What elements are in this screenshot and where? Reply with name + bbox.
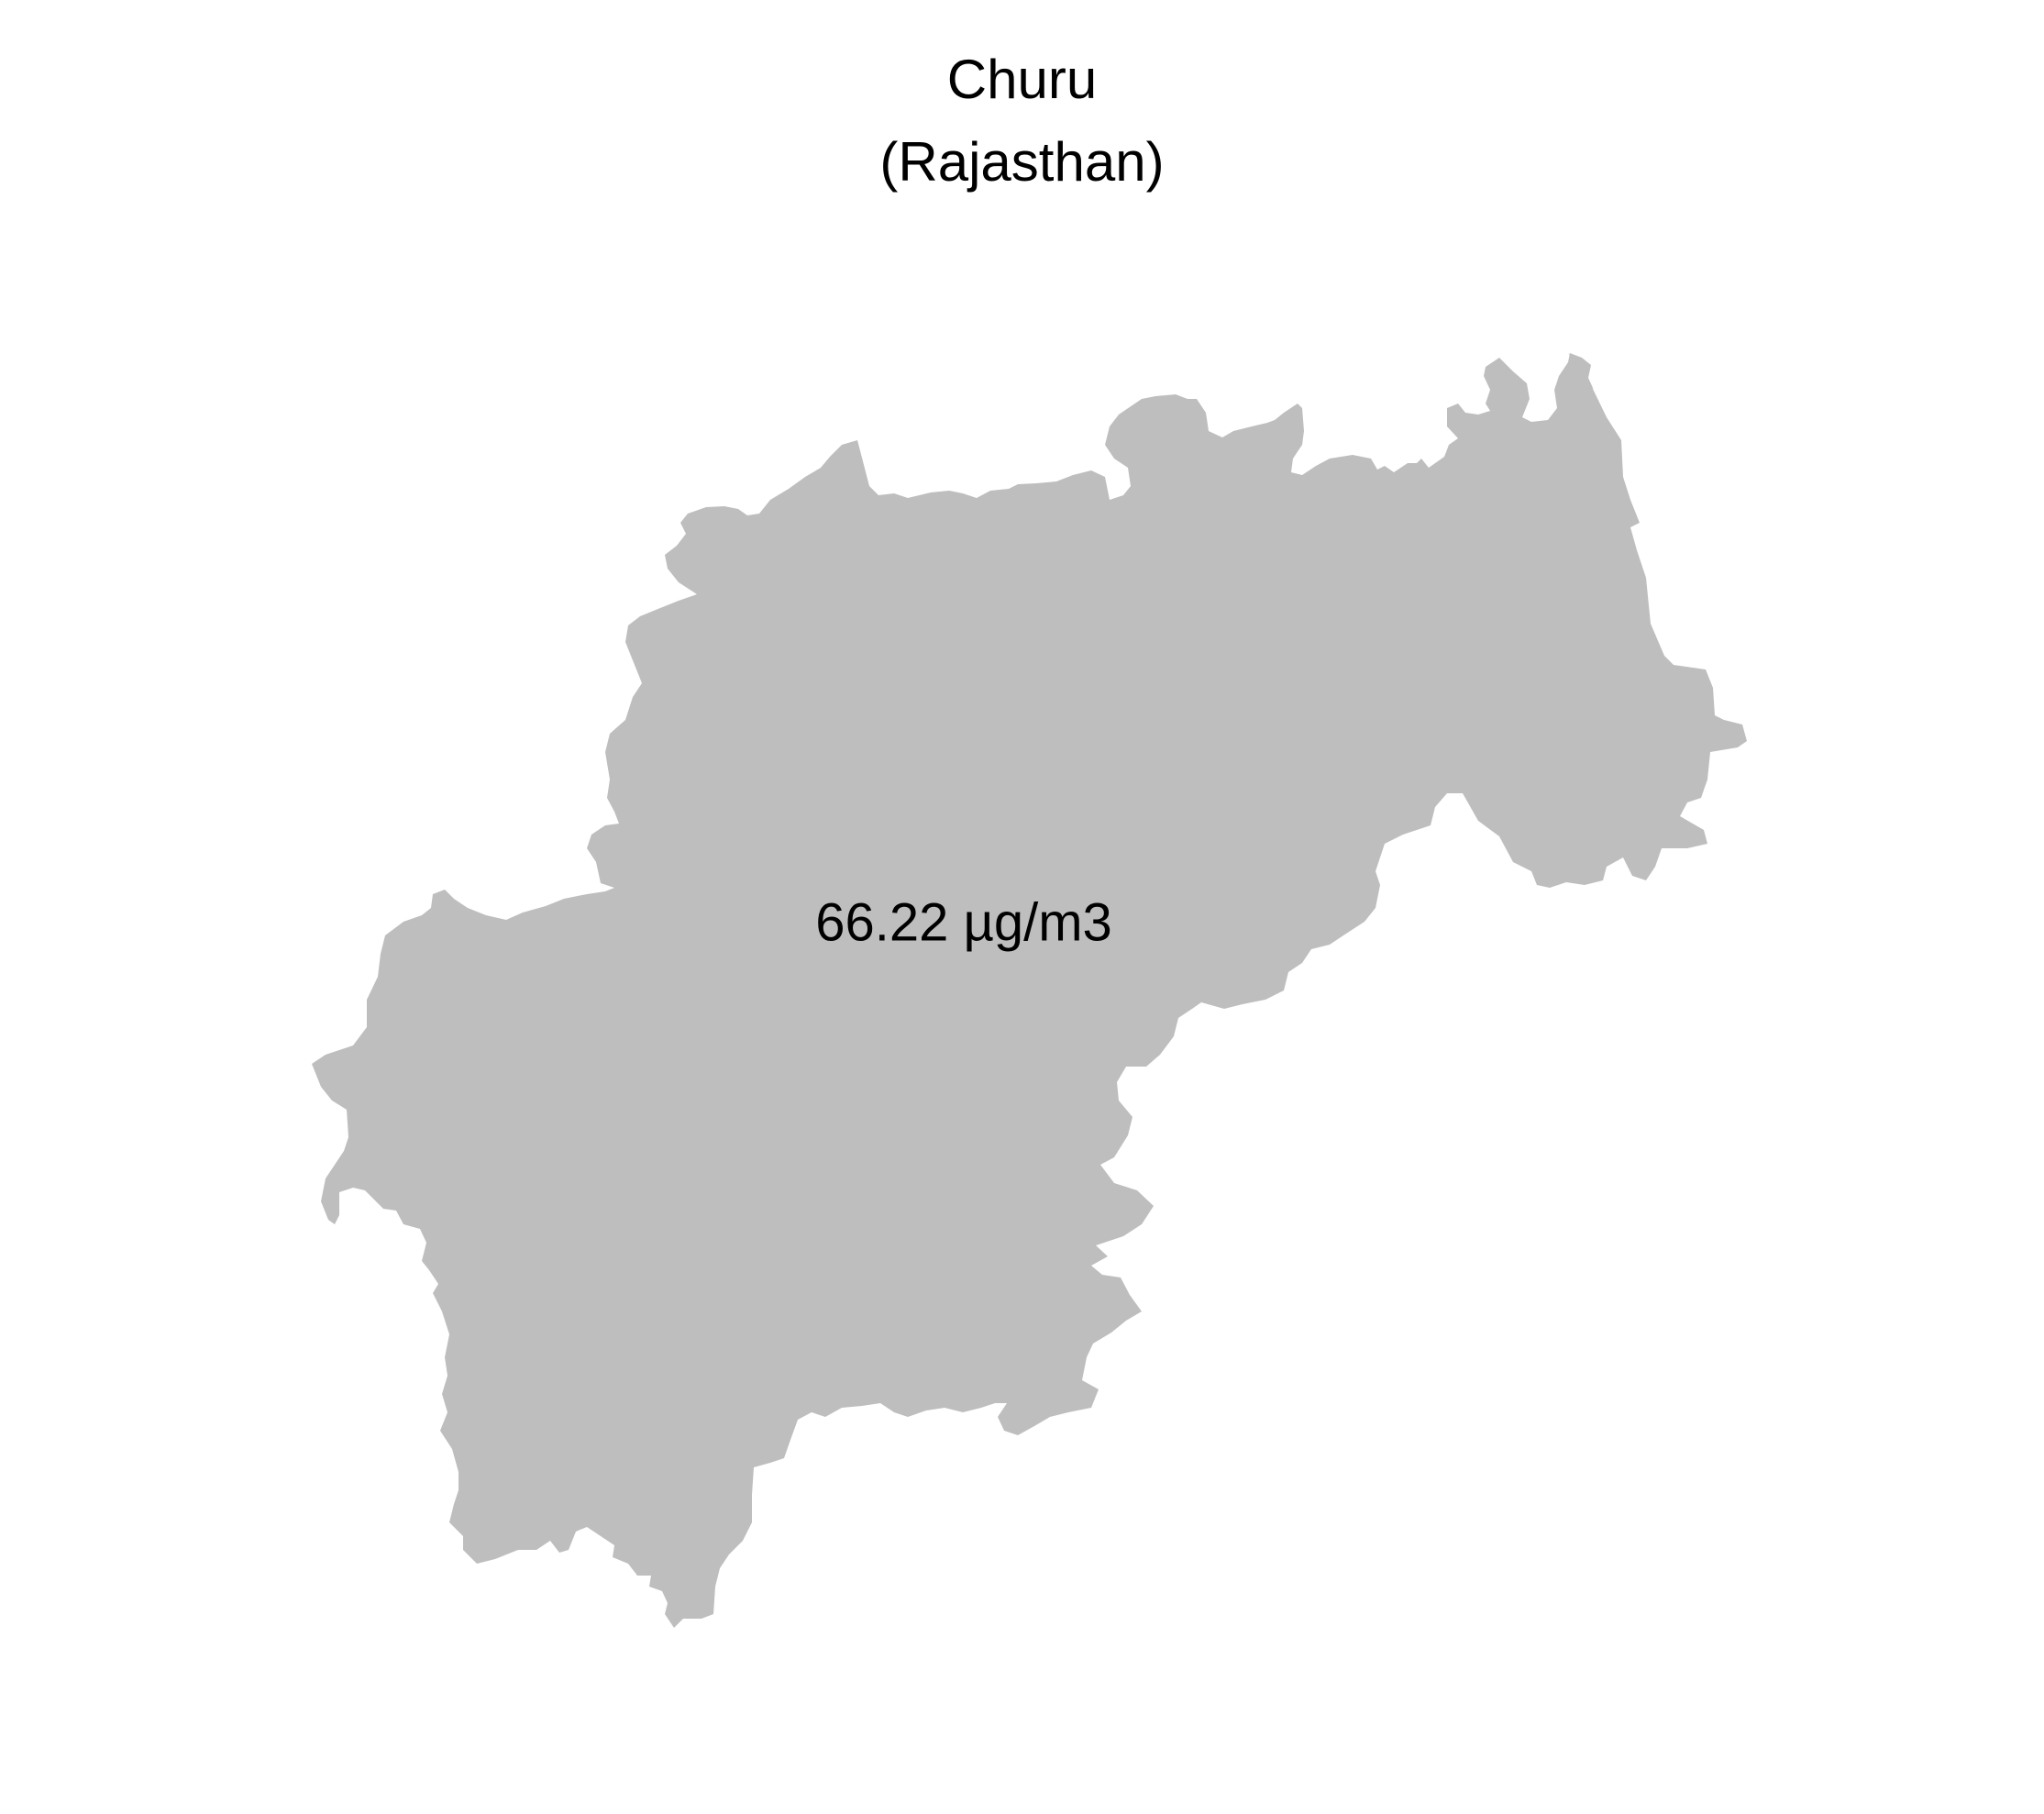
map-title: Churu — [946, 49, 1098, 110]
district-shape-churu — [312, 353, 1747, 1628]
map-subtitle: (Rajasthan) — [879, 131, 1165, 193]
region-value-label: 66.22 µg/m3 — [815, 892, 1112, 952]
title-block: Churu (Rajasthan) — [0, 39, 2044, 204]
